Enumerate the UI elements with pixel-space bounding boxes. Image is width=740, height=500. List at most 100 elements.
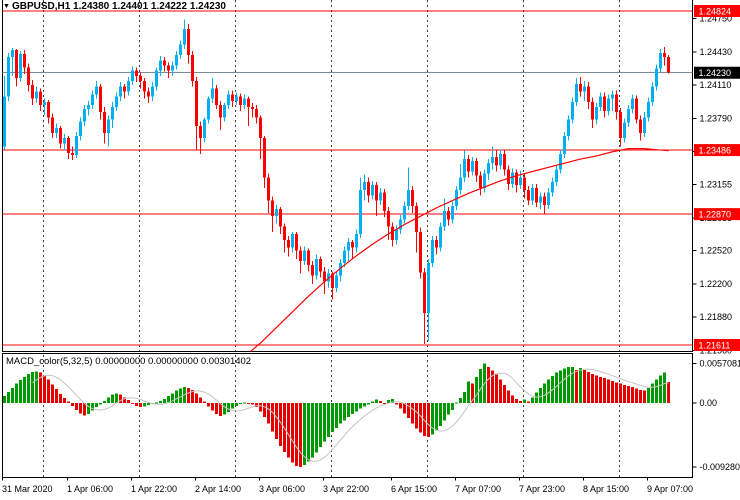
candle-body [67, 138, 70, 153]
price-axis[interactable]: 1.247501.244301.241101.237901.234701.231… [692, 5, 740, 355]
candle-body [43, 101, 46, 105]
candle-body [659, 52, 662, 69]
macd-bar [455, 402, 458, 404]
candle-body [279, 208, 282, 227]
macd-bar [231, 403, 234, 409]
macd-bar [199, 397, 202, 403]
candle-body [375, 185, 378, 201]
candle-body [527, 190, 530, 201]
candle-body [379, 192, 382, 201]
macd-axis[interactable]: 0.0057081 0.00 -0.009280 [692, 359, 740, 472]
candle-body [419, 231, 422, 273]
chart-marker-icon[interactable]: ▼ [3, 3, 10, 10]
macd-bar [247, 403, 250, 404]
candle-body [635, 98, 638, 120]
candle-body [559, 153, 562, 170]
macd-bar [603, 378, 606, 403]
candle-body [351, 242, 354, 248]
macd-bar [79, 403, 82, 414]
time-axis[interactable]: 31 Mar 2020 1 Apr 06:00 1 Apr 22:00 2 Apr 1… [2, 477, 693, 495]
macd-bar [63, 398, 66, 403]
candle-body [147, 91, 150, 97]
candle-body [487, 163, 490, 174]
candle-body [211, 88, 214, 99]
candle-body [399, 219, 402, 230]
moving-average-line[interactable] [245, 148, 669, 357]
macd-bar [75, 403, 78, 410]
candle-body [455, 190, 458, 206]
candle-body [11, 49, 14, 58]
candle-body [183, 29, 186, 45]
candle-body [655, 68, 658, 87]
macd-bar [395, 403, 398, 405]
macd-bar [191, 389, 194, 403]
candle-body [267, 177, 270, 201]
macd-bar [107, 397, 110, 403]
macd-bar [647, 387, 650, 403]
macd-bar [299, 403, 302, 468]
price-tick-label: 1.24750 [700, 14, 733, 24]
candle-body [223, 104, 226, 118]
candle-body [543, 196, 546, 205]
macd-bar [447, 403, 450, 415]
candle-body [395, 229, 398, 241]
macd-bar [535, 392, 538, 403]
price-tick-label: 1.22200 [700, 279, 733, 289]
time-tick-label: 3 Apr 22:00 [323, 484, 369, 494]
price-badge-label: 1.23486 [699, 146, 732, 156]
macd-bar [47, 379, 50, 403]
macd-bar [255, 403, 258, 408]
candle-body [339, 262, 342, 276]
candle-body [27, 67, 30, 86]
candle-body [127, 81, 130, 92]
candle-body [603, 96, 606, 112]
macd-bar [203, 401, 206, 403]
macd-bar [35, 371, 38, 403]
candle-body [643, 117, 646, 134]
price-badge-label: 1.21611 [699, 340, 731, 350]
macd-bar [91, 403, 94, 411]
macd-bar [331, 403, 334, 432]
candle-body [531, 188, 534, 201]
candle-body [615, 94, 618, 113]
macd-bar [427, 403, 430, 437]
macd-bar [655, 379, 658, 403]
macd-bar [235, 403, 238, 406]
candle-body [639, 119, 642, 134]
candle-body [551, 181, 554, 193]
macd-bar [239, 403, 242, 404]
candle-body [451, 205, 454, 220]
candle-body [199, 125, 202, 139]
candle-body [503, 153, 506, 170]
candle-body [251, 107, 254, 110]
candle-body [647, 101, 650, 118]
macd-bar [319, 403, 322, 448]
candle-body [287, 240, 290, 248]
macd-bar [87, 403, 90, 415]
candle-body [95, 86, 98, 95]
candle-body [403, 205, 406, 220]
price-tick-label: 1.21880 [700, 312, 733, 322]
horizontal-price-lines[interactable] [2, 10, 693, 346]
macd-bar [163, 398, 166, 403]
candle-body [459, 177, 462, 191]
macd-bar [359, 403, 362, 409]
candle-body [99, 86, 102, 113]
macd-bar [207, 403, 210, 407]
macd-bar [431, 403, 434, 435]
macd-bar [259, 403, 262, 412]
time-tick-label: 31 Mar 2020 [2, 484, 53, 494]
macd-bar [323, 403, 326, 442]
time-tick-label: 8 Apr 15:00 [583, 484, 629, 494]
candle-body [663, 52, 666, 58]
macd-bar [303, 403, 306, 466]
candle-body [187, 29, 190, 56]
candle-body [619, 112, 622, 139]
time-tick-label: 1 Apr 22:00 [131, 484, 177, 494]
candle-body [35, 91, 38, 99]
macd-bar [347, 403, 350, 417]
macd-bar [263, 403, 266, 417]
macd-bar [275, 403, 278, 439]
candle-body [103, 112, 106, 134]
